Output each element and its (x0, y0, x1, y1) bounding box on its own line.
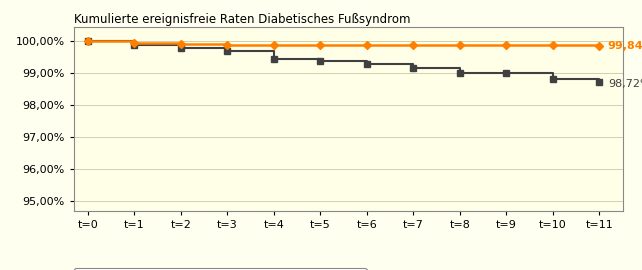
Text: 98,72%: 98,72% (608, 79, 642, 89)
Text: 99,84%: 99,84% (608, 42, 642, 52)
Legend: erheblich auffälliger Fußstatus, Amputation: erheblich auffälliger Fußstatus, Amputat… (74, 268, 367, 270)
Text: Kumulierte ereignisfreie Raten Diabetisches Fußsyndrom: Kumulierte ereignisfreie Raten Diabetisc… (74, 13, 410, 26)
